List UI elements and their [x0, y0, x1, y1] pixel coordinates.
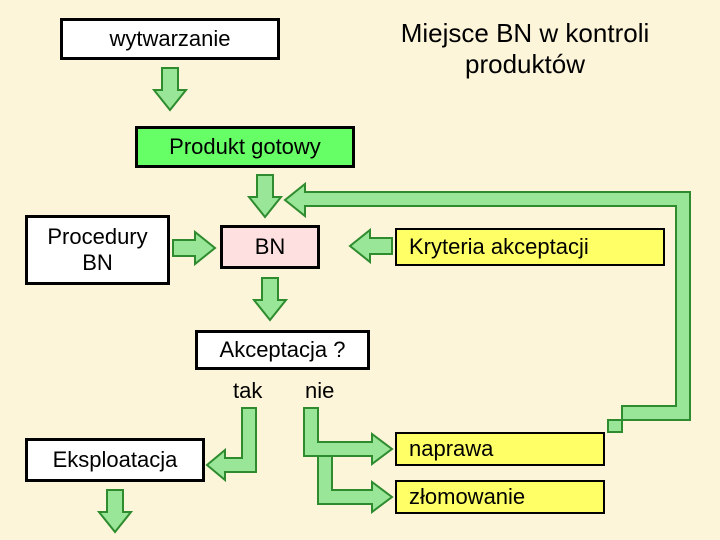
arrow-nie-zlomowanie: [318, 456, 392, 512]
label-akceptacja: Akceptacja ?: [220, 337, 346, 363]
arrow-nie-naprawa: [304, 408, 392, 464]
label-zlomowanie: złomowanie: [409, 484, 525, 510]
label-bn: BN: [255, 234, 286, 260]
box-procedury: ProceduryBN: [25, 215, 170, 285]
box-kryteria: Kryteria akceptacji: [395, 228, 665, 266]
box-produkt: Produkt gotowy: [135, 126, 355, 168]
diagram-title: Miejsce BN w kontroli produktów: [355, 18, 695, 80]
box-bn: BN: [220, 225, 320, 269]
label-naprawa: naprawa: [409, 436, 493, 462]
arrow-produkt-bn: [249, 175, 281, 217]
title-line2: produktów: [465, 49, 585, 79]
label-kryteria: Kryteria akceptacji: [409, 234, 589, 260]
arrow-kryteria-bn: [350, 230, 392, 262]
box-akceptacja: Akceptacja ?: [195, 330, 370, 370]
arrow-tak-eksploatacja: [207, 408, 256, 480]
box-zlomowanie: złomowanie: [395, 480, 605, 514]
label-produkt: Produkt gotowy: [169, 134, 321, 160]
label-tak: tak: [233, 378, 262, 404]
box-eksploatacja: Eksploatacja: [25, 438, 205, 482]
arrow-eksploatacja-down: [99, 490, 131, 532]
box-wytwarzanie: wytwarzanie: [60, 18, 280, 60]
label-eksploatacja: Eksploatacja: [53, 447, 178, 473]
arrow-procedury-bn: [173, 232, 215, 264]
arrow-bn-akceptacja: [254, 278, 286, 320]
label-procedury: ProceduryBN: [47, 224, 147, 277]
title-line1: Miejsce BN w kontroli: [401, 18, 650, 48]
arrow-naprawa-feedback: [285, 184, 690, 432]
label-nie: nie: [305, 378, 334, 404]
arrow-wytwarzanie-produkt: [154, 68, 186, 110]
label-wytwarzanie: wytwarzanie: [109, 26, 230, 52]
box-naprawa: naprawa: [395, 432, 605, 466]
